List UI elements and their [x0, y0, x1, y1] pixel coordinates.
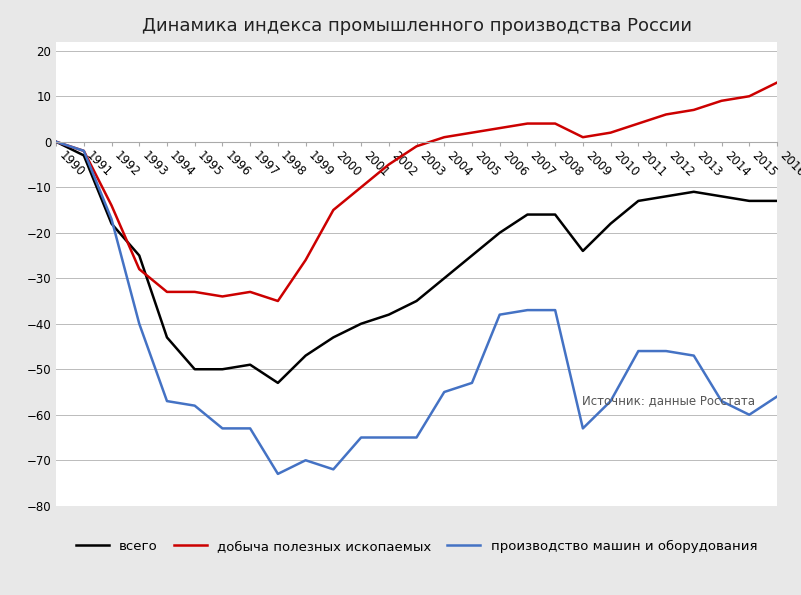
- добыча полезных ископаемых: [412, 143, 421, 150]
- добыча полезных ископаемых: [190, 289, 199, 296]
- производство машин и оборудования: [522, 306, 532, 314]
- Legend: всего, добыча полезных ископаемых, производство машин и оборудования: всего, добыча полезных ископаемых, произ…: [69, 533, 764, 559]
- всего: [606, 220, 615, 227]
- всего: [135, 252, 144, 259]
- добыча полезных ископаемых: [744, 93, 754, 100]
- всего: [412, 298, 421, 305]
- добыча полезных ископаемых: [606, 129, 615, 136]
- всего: [744, 198, 754, 205]
- добыча полезных ископаемых: [162, 289, 171, 296]
- производство машин и оборудования: [328, 466, 338, 473]
- Line: производство машин и оборудования: производство машин и оборудования: [56, 142, 777, 474]
- всего: [356, 320, 366, 327]
- всего: [301, 352, 311, 359]
- всего: [467, 252, 477, 259]
- производство машин и оборудования: [634, 347, 643, 355]
- производство машин и оборудования: [79, 148, 89, 155]
- производство машин и оборудования: [190, 402, 199, 409]
- производство машин и оборудования: [662, 347, 671, 355]
- добыча полезных ископаемых: [328, 206, 338, 214]
- всего: [79, 152, 89, 159]
- всего: [273, 380, 283, 387]
- всего: [245, 361, 255, 368]
- всего: [440, 275, 449, 282]
- всего: [495, 229, 505, 236]
- добыча полезных ископаемых: [245, 289, 255, 296]
- производство машин и оборудования: [717, 397, 727, 405]
- производство машин и оборудования: [301, 457, 311, 464]
- производство машин и оборудования: [245, 425, 255, 432]
- Title: Динамика индекса промышленного производства России: Динамика индекса промышленного производс…: [142, 17, 691, 35]
- добыча полезных ископаемых: [634, 120, 643, 127]
- добыча полезных ископаемых: [301, 256, 311, 264]
- всего: [328, 334, 338, 341]
- Line: добыча полезных ископаемых: добыча полезных ископаемых: [56, 83, 777, 301]
- добыча полезных ископаемых: [440, 134, 449, 141]
- производство машин и оборудования: [606, 397, 615, 405]
- всего: [717, 193, 727, 200]
- всего: [384, 311, 393, 318]
- производство машин и оборудования: [107, 215, 116, 223]
- добыча полезных ископаемых: [107, 202, 116, 209]
- всего: [51, 138, 61, 145]
- добыча полезных ископаемых: [218, 293, 227, 300]
- производство машин и оборудования: [356, 434, 366, 441]
- производство машин и оборудования: [495, 311, 505, 318]
- добыча полезных ископаемых: [273, 298, 283, 305]
- добыча полезных ископаемых: [79, 148, 89, 155]
- всего: [550, 211, 560, 218]
- добыча полезных ископаемых: [467, 129, 477, 136]
- всего: [107, 220, 116, 227]
- добыча полезных ископаемых: [135, 265, 144, 273]
- всего: [162, 334, 171, 341]
- добыча полезных ископаемых: [522, 120, 532, 127]
- добыча полезных ископаемых: [495, 124, 505, 131]
- производство машин и оборудования: [384, 434, 393, 441]
- производство машин и оборудования: [440, 389, 449, 396]
- производство машин и оборудования: [744, 411, 754, 418]
- производство машин и оборудования: [550, 306, 560, 314]
- всего: [662, 193, 671, 200]
- добыча полезных ископаемых: [578, 134, 588, 141]
- добыча полезных ископаемых: [772, 79, 782, 86]
- производство машин и оборудования: [135, 320, 144, 327]
- всего: [190, 366, 199, 373]
- добыча полезных ископаемых: [662, 111, 671, 118]
- добыча полезных ископаемых: [550, 120, 560, 127]
- добыча полезных ископаемых: [689, 107, 698, 114]
- производство машин и оборудования: [273, 470, 283, 477]
- всего: [689, 188, 698, 195]
- производство машин и оборудования: [162, 397, 171, 405]
- всего: [578, 248, 588, 255]
- добыча полезных ископаемых: [51, 138, 61, 145]
- добыча полезных ископаемых: [717, 97, 727, 104]
- производство машин и оборудования: [412, 434, 421, 441]
- производство машин и оборудования: [218, 425, 227, 432]
- всего: [634, 198, 643, 205]
- производство машин и оборудования: [578, 425, 588, 432]
- производство машин и оборудования: [772, 393, 782, 400]
- Line: всего: всего: [56, 142, 777, 383]
- всего: [522, 211, 532, 218]
- производство машин и оборудования: [51, 138, 61, 145]
- всего: [772, 198, 782, 205]
- добыча полезных ископаемых: [384, 161, 393, 168]
- Text: Источник: данные Росстата: Источник: данные Росстата: [582, 394, 755, 406]
- всего: [218, 366, 227, 373]
- производство машин и оборудования: [467, 380, 477, 387]
- производство машин и оборудования: [689, 352, 698, 359]
- добыча полезных ископаемых: [356, 184, 366, 191]
